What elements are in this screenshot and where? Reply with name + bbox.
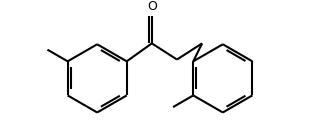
- Text: O: O: [147, 0, 157, 13]
